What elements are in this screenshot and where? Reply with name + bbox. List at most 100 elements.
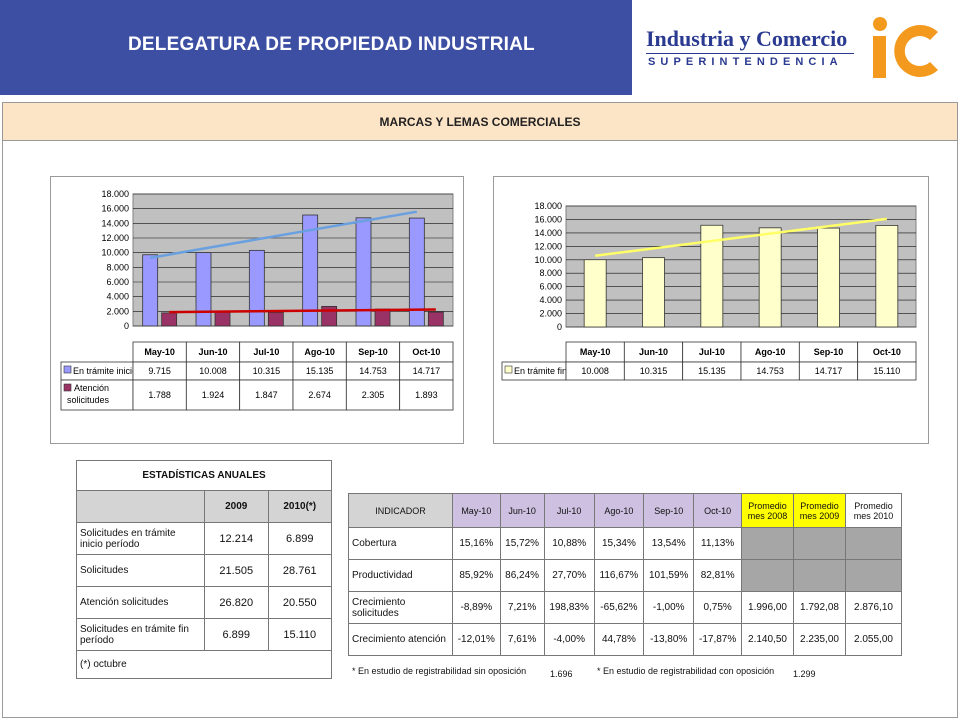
- ind-avg-cell: 2.140,50: [741, 623, 794, 656]
- y-tick-label: 14.000: [534, 228, 562, 238]
- annual-row-label: Solicitudes en trámite inicio período: [76, 522, 205, 555]
- ind-avg-blank: [845, 527, 902, 560]
- annual-row-label: Atención solicitudes: [76, 586, 205, 619]
- bar: [267, 312, 284, 327]
- ind-header-month: Oct-10: [693, 493, 742, 528]
- plot-area: [132, 193, 454, 327]
- footnote-con-oposicion: * En estudio de registrabilidad con opos…: [597, 666, 775, 676]
- x-tick-label: Sep-10: [358, 347, 388, 357]
- ind-header-month: Jul-10: [543, 493, 595, 528]
- x-tick-label: Ago-10: [304, 347, 335, 357]
- data-label: 10.008: [199, 366, 227, 376]
- data-label: 1.893: [415, 390, 438, 400]
- x-tick-label: Ago-10: [755, 347, 786, 357]
- chart2-svg: 0 2.000 4.000 6.000 8.000 10.000 12.000 14.000 1…: [501, 201, 917, 381]
- legend-cell: [60, 379, 134, 411]
- brand-divider: [646, 53, 854, 54]
- ind-cell: 7,61%: [499, 623, 545, 656]
- annual-stats-table: ESTADÍSTICAS ANUALES 2009 2010(*) Solici…: [76, 460, 332, 679]
- table-cell: [185, 379, 241, 411]
- page-title: DELEGATURA DE PROPIEDAD INDUSTRIAL: [128, 34, 535, 55]
- y-tick-label: 2.000: [106, 306, 129, 316]
- ind-cell: 15,72%: [499, 527, 545, 560]
- ind-cell: -13,80%: [643, 623, 695, 656]
- data-label: 14.717: [413, 366, 441, 376]
- annual-header-blank: [76, 490, 205, 523]
- ind-cell: 11,13%: [693, 527, 742, 560]
- ind-avg-blank: [741, 527, 794, 560]
- y-tick-label: 0: [124, 321, 129, 331]
- chart-tramite-inicio-atencion: 0 2.000 4.000 6.000 8.000 10.000 12.000 14.000 1…: [50, 176, 464, 444]
- legend-label: En trámite fin: [514, 366, 567, 376]
- legend-label: solicitudes: [67, 395, 110, 405]
- y-tick-label: 16.000: [101, 204, 129, 214]
- y-tick-label: 12.000: [101, 233, 129, 243]
- y-tick-label: 6.000: [539, 282, 562, 292]
- plot-area: [565, 205, 917, 328]
- table-cell: [399, 379, 454, 411]
- x-tick-label: Jul-10: [253, 347, 279, 357]
- trendline: [595, 217, 887, 257]
- data-label: 10.315: [253, 366, 281, 376]
- bar: [248, 249, 265, 327]
- chart-tramite-fin: 0 2.000 4.000 6.000 8.000 10.000 12.000 14.000 1…: [493, 176, 929, 444]
- y-tick-label: 8.000: [106, 262, 129, 272]
- ind-avg-cell: 2.235,00: [793, 623, 846, 656]
- annual-header-2009: 2009: [204, 490, 269, 523]
- x-tick-label: Oct-10: [412, 347, 440, 357]
- brand-block: Industria y Comercio SUPERINTENDENCIA: [632, 0, 960, 95]
- ind-cell: 116,67%: [593, 559, 645, 592]
- x-tick-label: May-10: [580, 347, 611, 357]
- brand-name: Industria y Comercio: [646, 26, 848, 51]
- y-tick-label: 4.000: [539, 295, 562, 305]
- ind-cell: 44,78%: [593, 623, 645, 656]
- y-tick-label: 18.000: [534, 201, 562, 211]
- x-tick-label: Jun-10: [198, 347, 227, 357]
- data-label: 10.008: [581, 366, 609, 376]
- y-tick-label: 4.000: [106, 292, 129, 302]
- bar: [642, 257, 665, 328]
- ind-header-indicador: INDICADOR: [348, 493, 453, 528]
- bar: [817, 227, 840, 328]
- section-banner: MARCAS Y LEMAS COMERCIALES: [3, 103, 957, 141]
- ind-cell: 15,34%: [593, 527, 645, 560]
- ind-cell: -12,01%: [452, 623, 501, 656]
- y-tick-label: 16.000: [534, 214, 562, 224]
- bar: [195, 252, 212, 327]
- ind-row-label: Crecimiento solicitudes: [348, 591, 453, 624]
- ind-avg-blank: [793, 527, 846, 560]
- y-tick-label: 0: [557, 322, 562, 332]
- annual-value-2010: 28.761: [267, 554, 332, 587]
- bar: [214, 311, 231, 327]
- y-tick-label: 18.000: [101, 189, 129, 199]
- ind-cell: -65,62%: [593, 591, 645, 624]
- bar: [302, 214, 319, 327]
- table-row: Solicitudes en trámite inicio período 12…: [76, 522, 332, 555]
- ind-cell: 13,54%: [643, 527, 695, 560]
- ind-cell: 0,75%: [693, 591, 742, 624]
- bar: [758, 227, 782, 328]
- ind-cell: 10,88%: [543, 527, 595, 560]
- section-title: MARCAS Y LEMAS COMERCIALES: [379, 115, 581, 129]
- table-row: Crecimiento solicitudes -8,89% 7,21% 198…: [348, 591, 902, 624]
- bar: [161, 312, 178, 327]
- ind-avg-blank: [741, 559, 794, 592]
- data-label: 10.315: [640, 366, 668, 376]
- bar: [408, 217, 425, 327]
- y-tick-label: 14.000: [101, 218, 129, 228]
- ind-header-avg-2008: Promedio mes 2008: [741, 493, 794, 528]
- ind-avg-cell: 1.792,08: [793, 591, 846, 624]
- data-label: 14.717: [815, 366, 843, 376]
- ind-header-month: May-10: [452, 493, 501, 528]
- annual-value-2009: 6.899: [204, 618, 269, 651]
- data-label: 1.924: [202, 390, 225, 400]
- table-cell: [345, 379, 401, 411]
- table-cell: [132, 379, 187, 411]
- ind-row-label: Crecimiento atención: [348, 623, 453, 656]
- ind-cell: 85,92%: [452, 559, 501, 592]
- legend-swatch: [63, 365, 72, 374]
- table-cell: [857, 361, 917, 381]
- y-tick-label: 2.000: [539, 309, 562, 319]
- data-label: 1.847: [255, 390, 278, 400]
- footnote-sin-oposicion: * En estudio de registrabilidad sin opos…: [352, 666, 527, 676]
